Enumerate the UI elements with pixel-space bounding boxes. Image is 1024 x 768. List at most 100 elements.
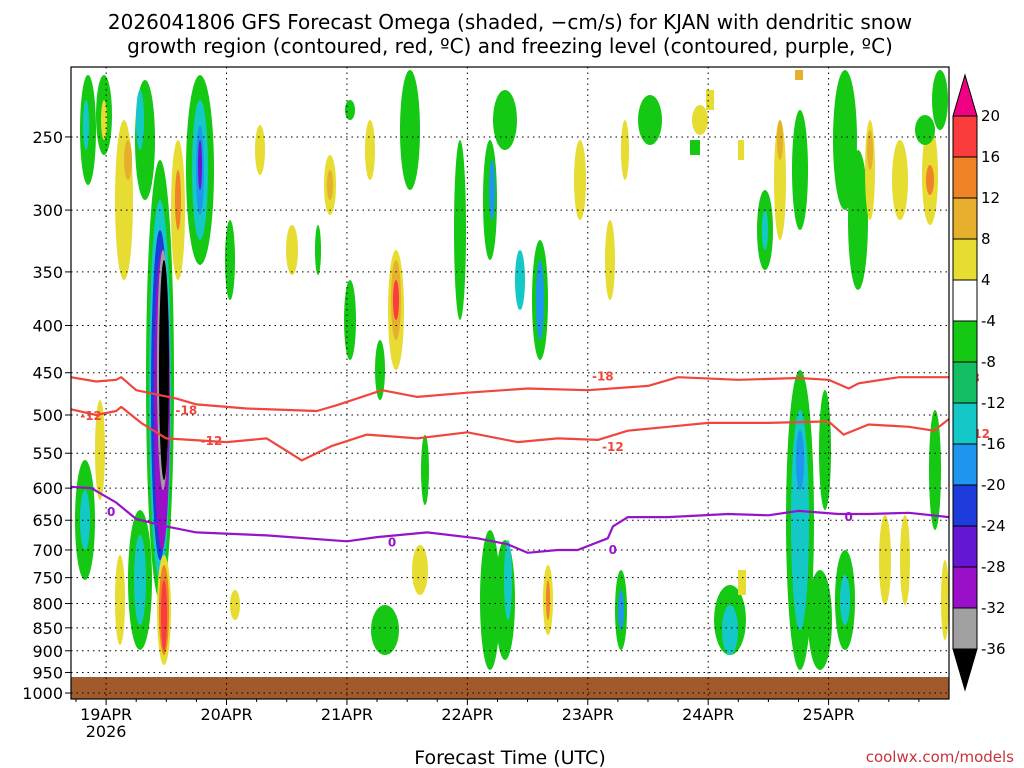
colorbar-segment [952, 648, 978, 692]
y-tick-label: 850 [32, 619, 63, 638]
omega-cell [101, 100, 107, 140]
colorbar-label: 12 [981, 189, 1000, 207]
colorbar-segment [952, 484, 978, 527]
omega-cell [900, 515, 910, 605]
omega-cell [504, 540, 512, 620]
omega-cell [690, 140, 700, 155]
contour--18 [71, 376, 949, 413]
omega-cell [515, 250, 525, 310]
omega-cell [454, 140, 466, 320]
contour-label: 0 [388, 535, 396, 549]
y-axis: 250 300 350 400 450 500 550 600 650 700 750 800 850 9… [22, 128, 71, 703]
y-tick-label: 400 [32, 316, 63, 335]
omega-cell [400, 70, 420, 190]
omega-cell [327, 170, 333, 200]
omega-cell [255, 125, 265, 175]
colorbar-label: 4 [981, 271, 991, 289]
omega-cell [848, 150, 868, 290]
colorbar-label: 16 [981, 148, 1000, 166]
omega-cell [867, 130, 873, 170]
colorbar-label: 8 [981, 230, 991, 248]
omega-cell [546, 580, 550, 620]
omega-cell [421, 435, 429, 505]
colorbar-segment [952, 197, 978, 240]
colorbar-segment [952, 361, 978, 404]
colorbar-label: -36 [981, 640, 1006, 658]
y-tick-label: 950 [32, 663, 63, 682]
omega-cell [286, 225, 298, 275]
omega-cell [393, 280, 399, 320]
y-tick-label: 1000 [22, 684, 63, 703]
y-tick-label: 900 [32, 642, 63, 661]
omega-cell [230, 590, 240, 620]
contour-label: -12 [80, 409, 102, 423]
colorbar-segment [952, 238, 978, 281]
colorbar-segment [952, 279, 978, 322]
colorbar-label: -8 [981, 353, 996, 371]
x-tick-label: 20APR [200, 705, 252, 724]
omega-cell [915, 115, 935, 145]
y-tick-label: 650 [32, 511, 63, 530]
omega-cell [774, 120, 786, 240]
omega-cell [795, 70, 803, 80]
omega-cell [115, 555, 125, 645]
omega-cell [777, 120, 783, 160]
y-tick-label: 700 [32, 541, 63, 560]
omega-cell [574, 140, 586, 220]
omega-cell [83, 100, 89, 150]
omega-cell [375, 340, 385, 400]
x-tick-label: 19APR [80, 705, 132, 724]
omega-cell [796, 430, 804, 490]
plot-frame [70, 66, 950, 700]
omega-cell [926, 165, 934, 195]
omega-cell [618, 590, 624, 630]
colorbar-label: -20 [981, 476, 1006, 494]
omega-cell [762, 210, 768, 250]
omega-cell [840, 575, 850, 625]
omega-cell [175, 170, 181, 230]
x-tick-label: 23APR [562, 705, 614, 724]
omega-cell [941, 560, 949, 640]
omega-cell [159, 260, 169, 480]
credit-text: coolwx.com/models [866, 748, 1014, 766]
omega-cell [371, 605, 399, 655]
omega-cell [932, 70, 948, 130]
omega-cell [929, 410, 941, 530]
colorbar-segment [952, 156, 978, 199]
contour-label: -12 [602, 440, 624, 454]
omega-cell [692, 105, 708, 135]
omega-cell [412, 545, 428, 595]
colorbar-segment [952, 402, 978, 445]
colorbar-segment [952, 73, 978, 117]
omega-cell [738, 140, 744, 160]
y-tick-label: 800 [32, 595, 63, 614]
colorbar-label: -4 [981, 312, 996, 330]
omega-cell [480, 530, 500, 670]
y-tick-label: 350 [32, 263, 63, 282]
omega-field [75, 70, 949, 670]
omega-cell [136, 90, 144, 150]
omega-cell [819, 390, 831, 510]
grid-lines [71, 67, 949, 699]
x-tick-label: 24APR [682, 705, 734, 724]
x-tick-label: 22APR [441, 705, 493, 724]
omega-cell [892, 140, 908, 220]
y-tick-label: 250 [32, 128, 63, 147]
contour-label: -18 [176, 403, 198, 417]
colorbar: 20 16 12 8 4 -4 -8 -12 -16 -20 -24 -28 -32 -36 [952, 73, 1006, 692]
omega-cell [80, 490, 90, 550]
colorbar-segment [952, 566, 978, 609]
contour--12 [71, 405, 949, 462]
omega-cell [493, 90, 517, 150]
y-tick-label: 600 [32, 479, 63, 498]
contour-label: 0 [107, 505, 115, 519]
omega-cell [706, 90, 714, 110]
colorbar-label: -12 [981, 394, 1006, 412]
omega-cell [344, 280, 356, 360]
y-tick-label: 550 [32, 444, 63, 463]
omega-cell [345, 100, 355, 120]
omega-cell [638, 95, 662, 145]
omega-cell [161, 580, 167, 650]
omega-cell [808, 570, 832, 670]
omega-cell [489, 160, 495, 220]
